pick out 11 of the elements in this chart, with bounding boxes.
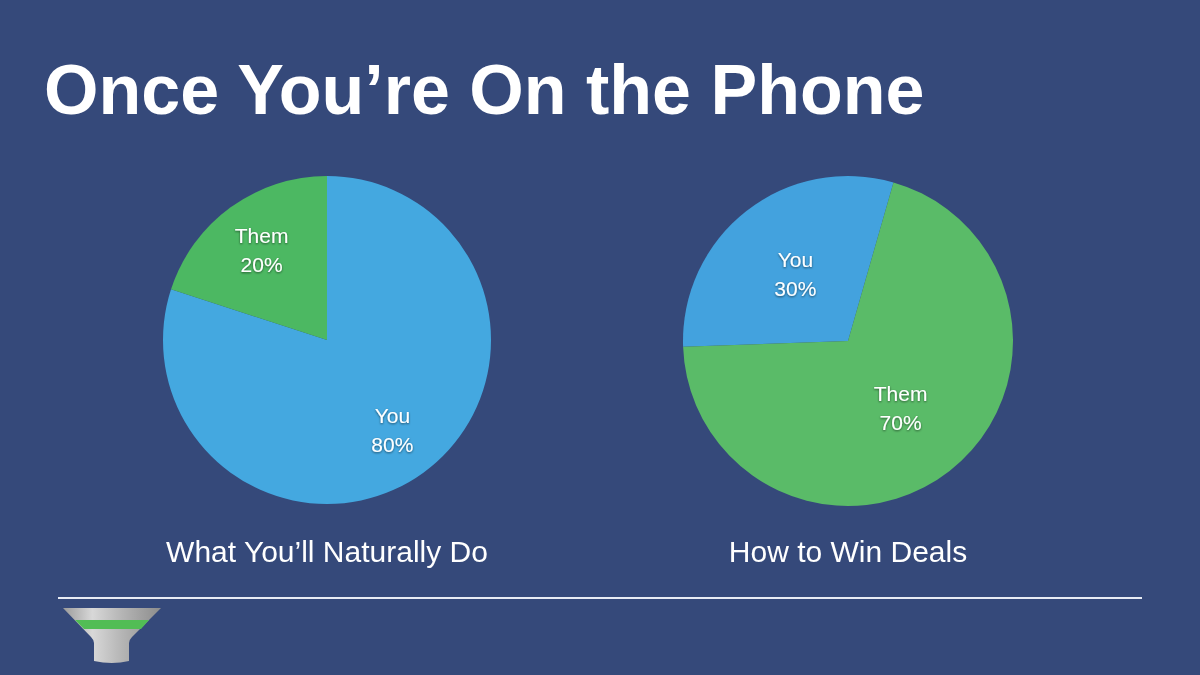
- slice-label: Them: [873, 382, 928, 406]
- data-label: 30%: [774, 276, 817, 300]
- data-label: 80%: [371, 433, 414, 456]
- slice-label: You: [777, 247, 814, 271]
- text: How to Win Deals: [728, 534, 968, 570]
- slice-label: You: [374, 404, 411, 427]
- text: What You’ll Naturally Do: [166, 534, 488, 570]
- data-label: 20%: [240, 253, 283, 276]
- slice-label: Them: [234, 224, 289, 247]
- chart-title: Once You’re On the Phone: [44, 51, 925, 129]
- data-label: 70%: [879, 411, 922, 435]
